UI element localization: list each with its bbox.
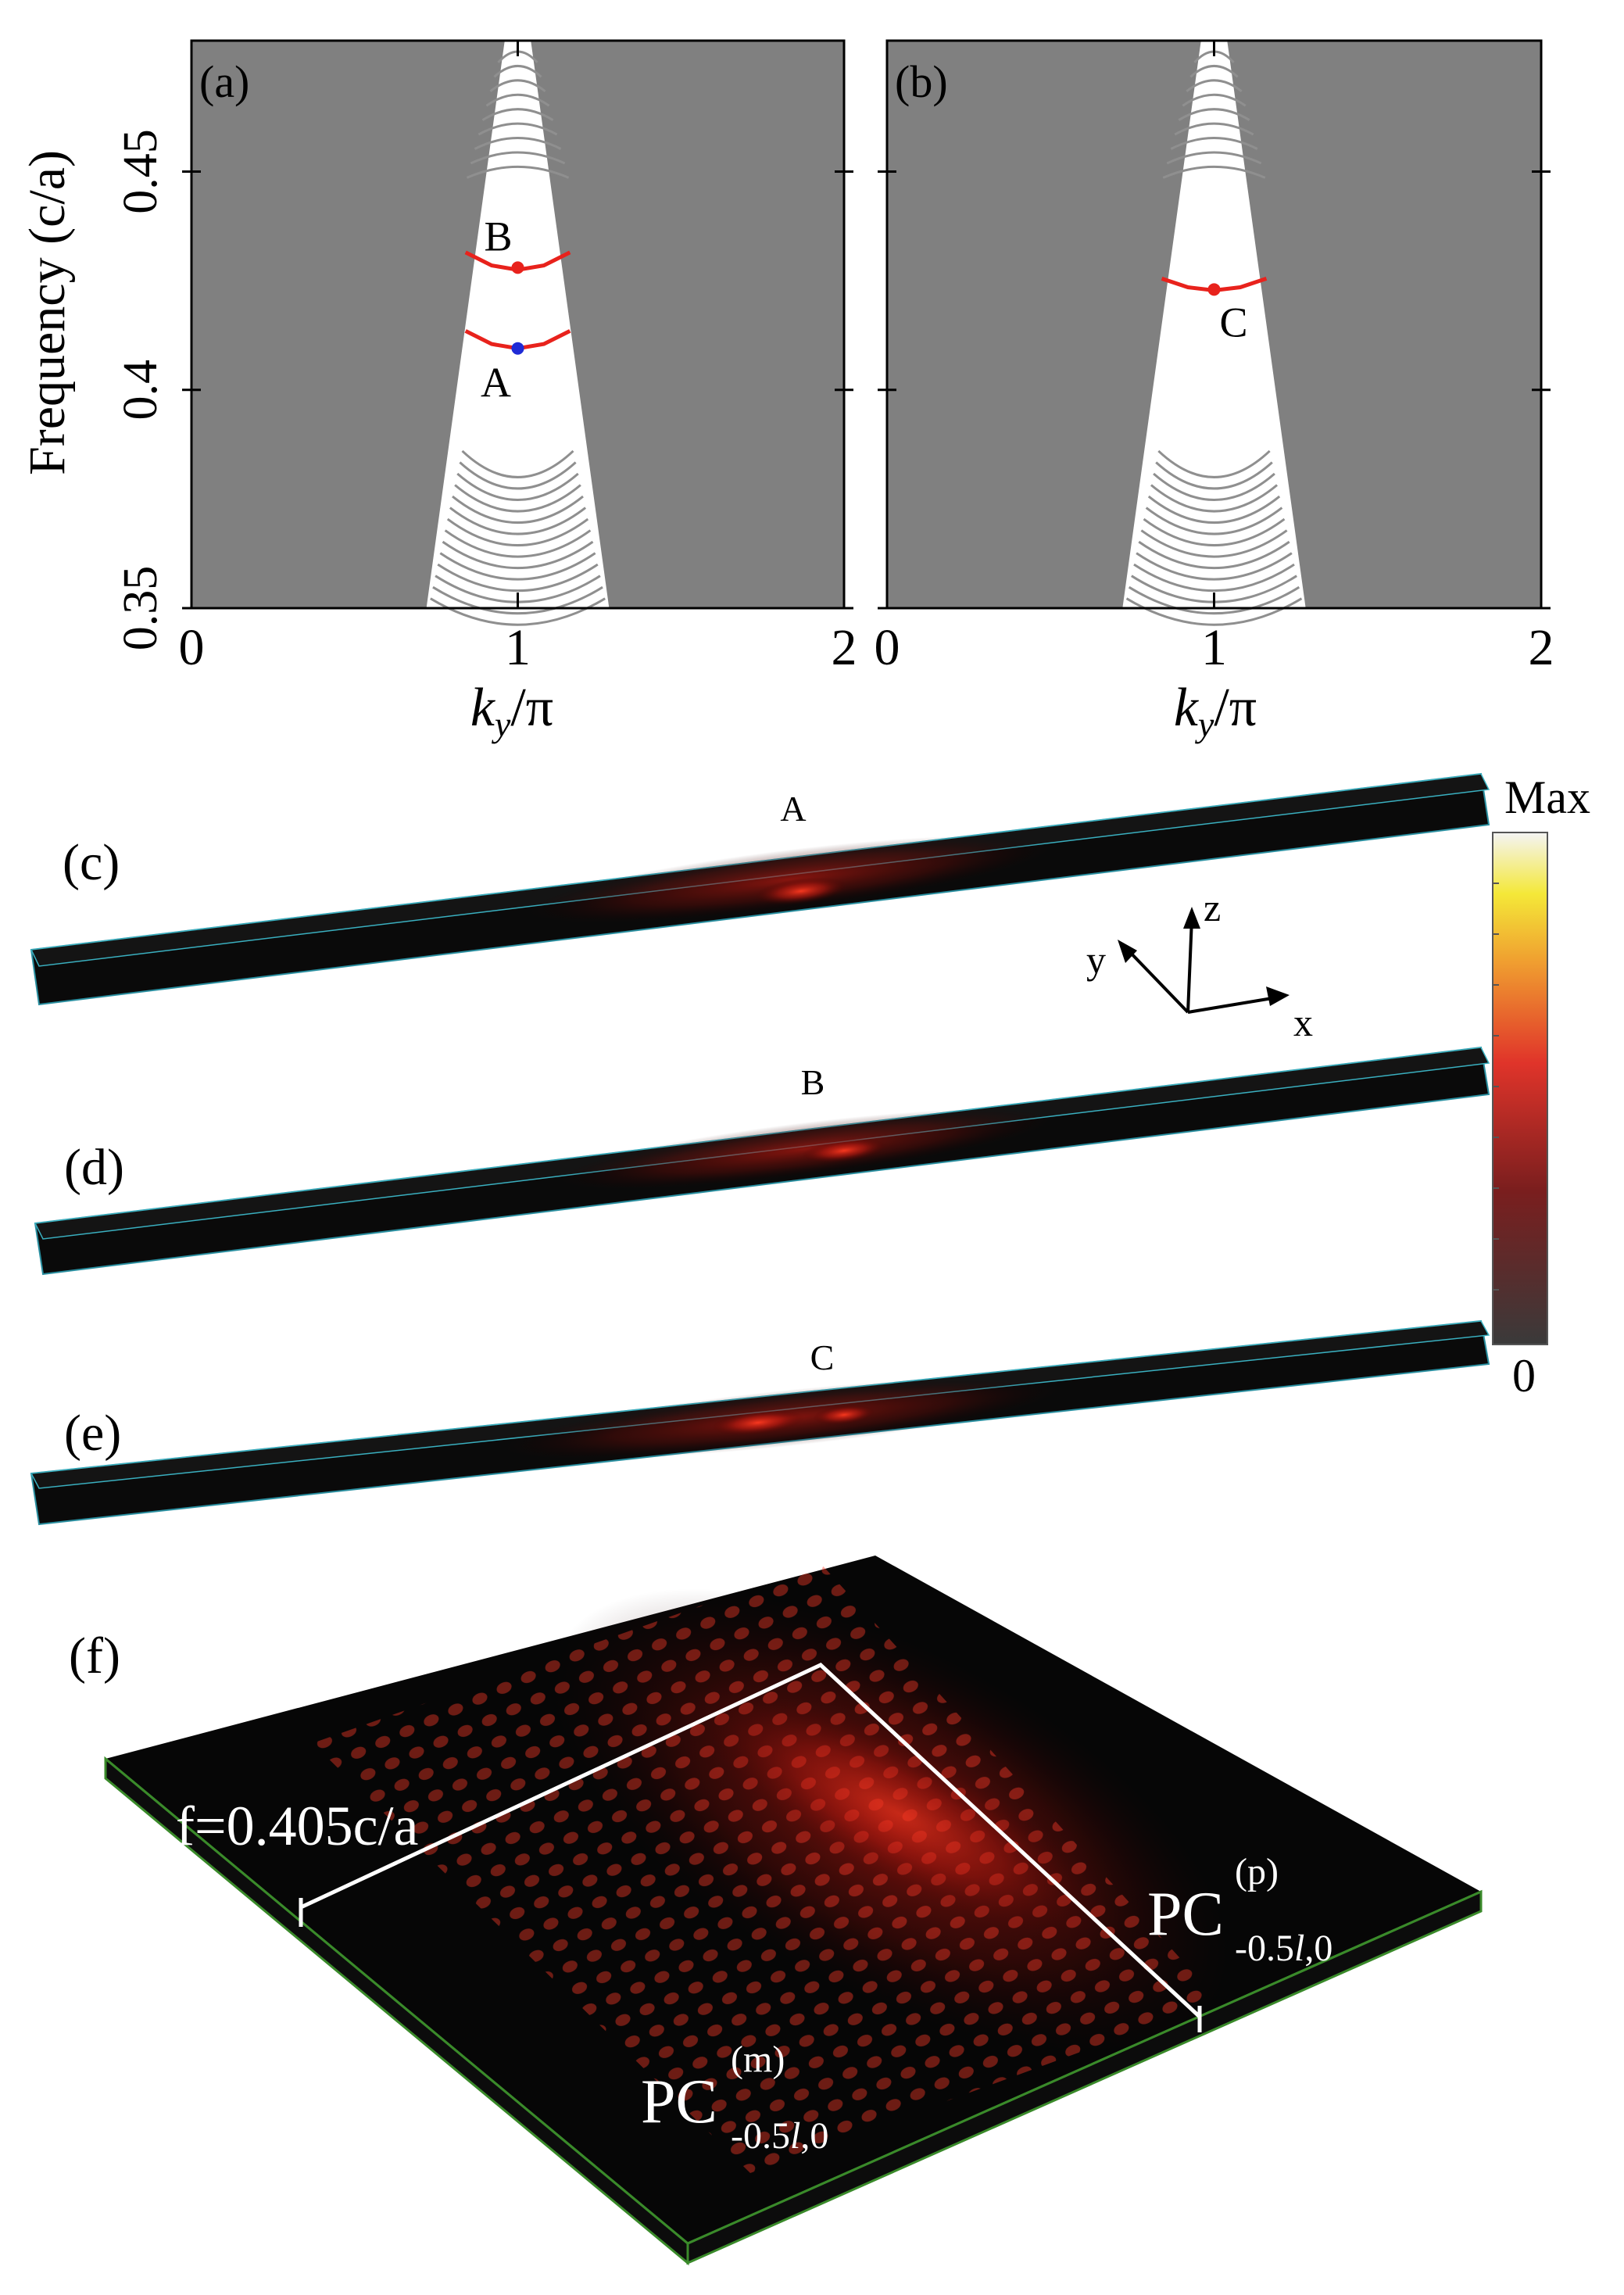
bulk-band-line bbox=[1162, 165, 1266, 179]
bulk-band-line bbox=[1157, 449, 1271, 478]
svg-text:ky/π: ky/π bbox=[1174, 678, 1257, 744]
field-strip-c bbox=[30, 772, 1490, 1006]
bulk-band-line bbox=[432, 585, 603, 615]
bulk-band-line bbox=[1147, 495, 1281, 524]
bulk-band-line bbox=[454, 484, 581, 513]
bandgap-region bbox=[426, 41, 610, 608]
bulk-band-line bbox=[470, 151, 566, 165]
bulk-band-line bbox=[1155, 461, 1273, 490]
svg-text:(m): (m) bbox=[731, 2039, 785, 2080]
bulk-band-line bbox=[1182, 93, 1247, 107]
bulk-band-line bbox=[1128, 585, 1300, 615]
panel-tag: (b) bbox=[895, 56, 948, 107]
region-label-m: PC (m) -0.5l,0 bbox=[641, 2039, 828, 2157]
bulk-band-line bbox=[1138, 540, 1290, 569]
bulk-band-line bbox=[446, 517, 589, 546]
bulk-band-line bbox=[430, 597, 606, 626]
bulk-band-line bbox=[452, 495, 584, 524]
x-tick-label: 1 bbox=[1201, 619, 1227, 676]
axis-x-label: x bbox=[1293, 1001, 1313, 1044]
mode-point-label: C bbox=[1219, 299, 1247, 346]
bulk-band-line bbox=[1174, 122, 1254, 136]
bulk-band-line bbox=[439, 552, 596, 581]
y-axis-label: Frequency (c/a) bbox=[19, 150, 76, 475]
x-tick-label: 0 bbox=[179, 619, 205, 676]
axes-triad bbox=[1118, 907, 1290, 1014]
svg-text:ky/π: ky/π bbox=[470, 678, 553, 744]
mode-label-c: C bbox=[810, 1337, 835, 1377]
panel-tag-d: (d) bbox=[64, 1139, 124, 1196]
mode-point-label: B bbox=[484, 213, 512, 260]
y-tick-label: 0.45 bbox=[114, 129, 167, 213]
band-plot-a: 0 1 2 0.35 0.4 0.45 (a) B A bbox=[114, 39, 857, 676]
mode-point-b bbox=[511, 261, 524, 274]
frequency-label: f=0.405c/a bbox=[176, 1795, 419, 1857]
bulk-band-line bbox=[474, 137, 562, 150]
bulk-band-line bbox=[493, 65, 542, 78]
mode-point-c bbox=[1207, 283, 1221, 296]
panel-tag-e: (e) bbox=[64, 1405, 121, 1462]
band-plot-b: 0 1 2 (b) C bbox=[875, 39, 1554, 676]
x-tick-label: 1 bbox=[505, 619, 531, 676]
bulk-band-line bbox=[1136, 552, 1293, 581]
region-label-p: PC (p) -0.5l,0 bbox=[1147, 1851, 1332, 1969]
bulk-band-line bbox=[1186, 79, 1243, 92]
bulk-band-line bbox=[1166, 151, 1262, 165]
bulk-band-line bbox=[478, 122, 558, 136]
bulk-band-line bbox=[449, 507, 587, 535]
bulk-band-line bbox=[1189, 65, 1239, 78]
bulk-band-line bbox=[1153, 472, 1275, 501]
panel-tag: (a) bbox=[199, 56, 249, 107]
bulk-band-line bbox=[442, 540, 594, 569]
bulk-band-line bbox=[1125, 597, 1303, 626]
mode-label-b: B bbox=[801, 1062, 825, 1102]
bulk-band-line bbox=[1133, 563, 1295, 593]
x-axis-label-a: ky/π bbox=[470, 678, 553, 744]
bulk-band-line bbox=[1140, 529, 1288, 558]
bulk-band-line bbox=[481, 108, 554, 121]
bulk-band-line bbox=[444, 529, 592, 558]
bulk-bands-lower bbox=[1125, 449, 1303, 626]
bulk-band-line bbox=[1143, 517, 1286, 546]
mode-label-a: A bbox=[780, 789, 806, 829]
bulk-band-line bbox=[437, 563, 599, 593]
bulk-band-line bbox=[1145, 507, 1283, 535]
bulk-band-line bbox=[489, 79, 546, 92]
svg-text:PC: PC bbox=[641, 2068, 717, 2136]
x-tick-label: 2 bbox=[1529, 619, 1554, 676]
svg-text:-0.5l,0: -0.5l,0 bbox=[731, 2115, 828, 2157]
bulk-band-line bbox=[1170, 137, 1258, 150]
field-strip-d bbox=[34, 1046, 1490, 1276]
colorbar-min-label: 0 bbox=[1512, 1350, 1536, 1402]
field-map-f bbox=[104, 1556, 1483, 2266]
svg-text:PC: PC bbox=[1147, 1880, 1224, 1949]
bulk-band-line bbox=[459, 461, 577, 490]
panel-tag-f: (f) bbox=[69, 1627, 120, 1685]
svg-text:(p): (p) bbox=[1235, 1851, 1279, 1892]
bulk-band-line bbox=[1178, 108, 1250, 121]
bulk-band-line bbox=[461, 449, 574, 478]
bulk-band-line bbox=[485, 93, 550, 107]
panel-tag-c: (c) bbox=[63, 834, 120, 891]
bulk-band-line bbox=[466, 165, 570, 179]
axis-z-label: z bbox=[1204, 886, 1221, 929]
colorbar bbox=[1492, 832, 1548, 1345]
x-axis-label-b: ky/π bbox=[1174, 678, 1257, 744]
bulk-band-line bbox=[456, 472, 579, 501]
field-strip-e bbox=[30, 1319, 1490, 1526]
colorbar-max-label: Max bbox=[1504, 772, 1590, 823]
axis-y-label: y bbox=[1086, 938, 1106, 982]
mode-point-a bbox=[511, 342, 524, 355]
bulk-band-line bbox=[1150, 484, 1279, 513]
svg-text:-0.5l,0: -0.5l,0 bbox=[1235, 1928, 1332, 1969]
bandgap-region bbox=[1122, 41, 1306, 608]
x-tick-label: 0 bbox=[875, 619, 900, 676]
y-tick-label: 0.35 bbox=[114, 566, 167, 651]
x-tick-label: 2 bbox=[832, 619, 857, 676]
mode-point-label: A bbox=[481, 360, 511, 406]
y-tick-label: 0.4 bbox=[114, 360, 167, 421]
